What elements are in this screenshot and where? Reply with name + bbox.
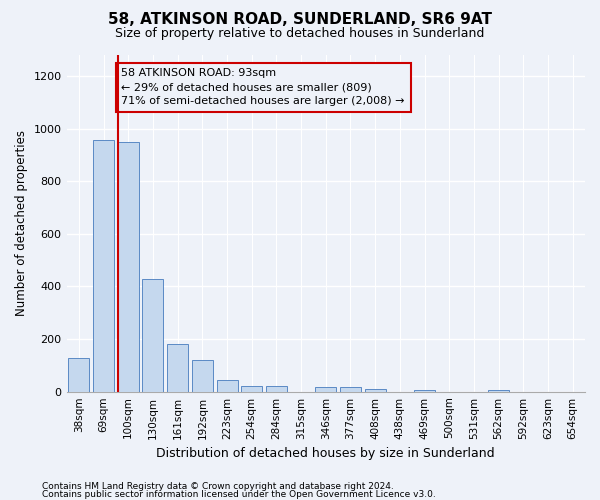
Bar [414, 390, 435, 392]
Bar [340, 387, 361, 392]
Bar [68, 358, 89, 392]
Bar [142, 279, 163, 392]
Bar [167, 344, 188, 392]
Bar [488, 390, 509, 392]
Y-axis label: Number of detached properties: Number of detached properties [15, 130, 28, 316]
Bar [266, 386, 287, 392]
Bar [315, 387, 336, 392]
Bar [217, 380, 238, 392]
Bar [118, 142, 139, 392]
Text: Size of property relative to detached houses in Sunderland: Size of property relative to detached ho… [115, 28, 485, 40]
Bar [241, 386, 262, 392]
Bar [192, 360, 213, 392]
Bar [93, 140, 114, 392]
Text: 58 ATKINSON ROAD: 93sqm
← 29% of detached houses are smaller (809)
71% of semi-d: 58 ATKINSON ROAD: 93sqm ← 29% of detache… [121, 68, 405, 106]
Text: Contains public sector information licensed under the Open Government Licence v3: Contains public sector information licen… [42, 490, 436, 499]
Text: Contains HM Land Registry data © Crown copyright and database right 2024.: Contains HM Land Registry data © Crown c… [42, 482, 394, 491]
X-axis label: Distribution of detached houses by size in Sunderland: Distribution of detached houses by size … [157, 447, 495, 460]
Bar [365, 389, 386, 392]
Text: 58, ATKINSON ROAD, SUNDERLAND, SR6 9AT: 58, ATKINSON ROAD, SUNDERLAND, SR6 9AT [108, 12, 492, 28]
